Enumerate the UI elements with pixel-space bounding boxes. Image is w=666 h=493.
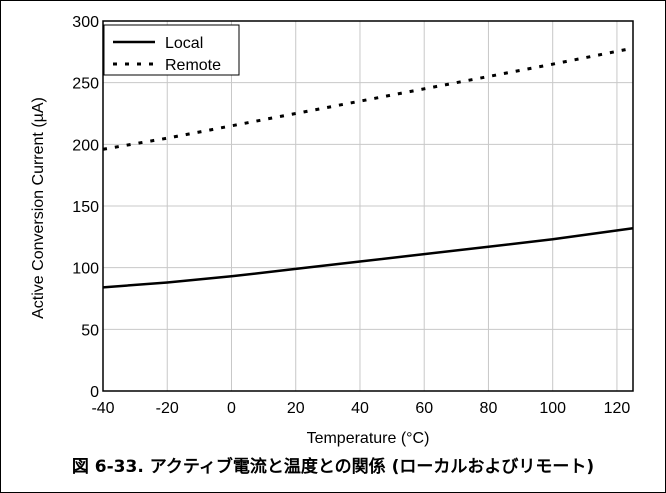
y-axis-title: Active Conversion Current (µA) — [30, 97, 47, 319]
y-tick-label: 150 — [72, 199, 99, 216]
tick-labels: -40 -20 0 20 40 60 80 100 120 0 50 100 150 200 250 300 — [72, 14, 630, 417]
y-tick-label: 300 — [72, 14, 99, 31]
plot-area — [102, 20, 634, 392]
y-tick-label: 50 — [81, 322, 99, 339]
x-tick-label: -40 — [91, 400, 114, 417]
series-line-remote — [102, 46, 634, 151]
grid-lines — [102, 20, 633, 392]
x-tick-label: 80 — [480, 400, 498, 417]
legend-label-local: Local — [165, 35, 203, 52]
figure-caption: 図 6-33. アクティブ電流と温度との関係 (ローカルおよびリモート) — [71, 457, 595, 477]
legend: Local Remote — [103, 24, 240, 76]
y-tick-label: 0 — [90, 384, 99, 401]
series-line-local — [102, 226, 634, 289]
x-tick-label: 60 — [415, 400, 433, 417]
series-lines — [102, 46, 634, 289]
y-tick-label: 200 — [72, 137, 99, 154]
x-tick-label: 100 — [539, 400, 566, 417]
x-tick-label: -20 — [156, 400, 179, 417]
x-tick-label: 120 — [604, 400, 631, 417]
legend-label-remote: Remote — [165, 57, 221, 74]
x-tick-label: 20 — [287, 400, 305, 417]
x-tick-label: 0 — [227, 400, 236, 417]
y-tick-label: 250 — [72, 76, 99, 93]
y-tick-label: 100 — [72, 261, 99, 278]
legend-box — [103, 24, 240, 76]
x-tick-label: 40 — [351, 400, 369, 417]
x-axis-title: Temperature (°C) — [307, 430, 430, 447]
